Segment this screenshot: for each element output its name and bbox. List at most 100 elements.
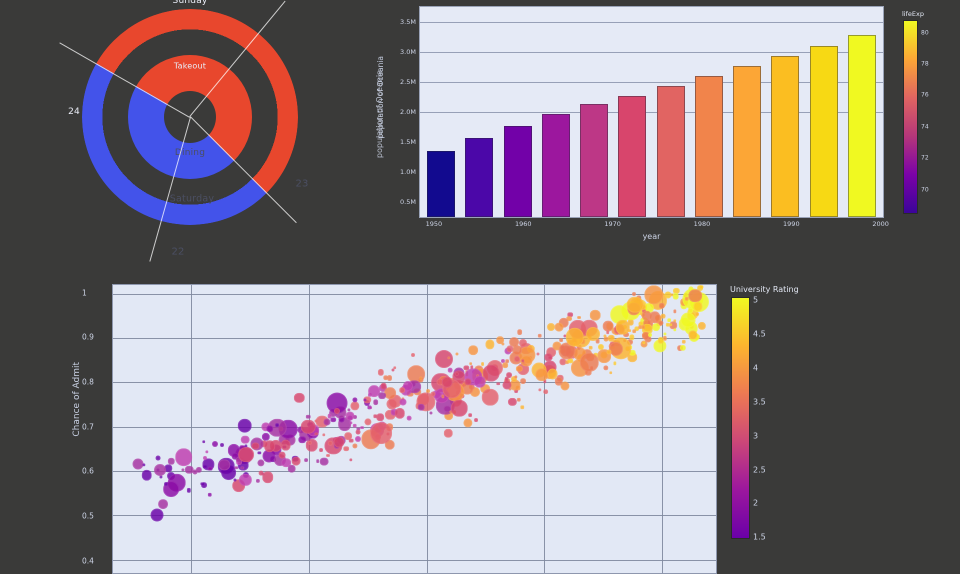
scatter-point [430,391,436,397]
scatter-point [673,309,677,314]
scatter-point [608,341,624,356]
scatter-point [474,418,478,423]
scatter-point [326,453,331,458]
scatter-point [237,418,253,433]
scatter-y-tick-label: 1 [82,288,87,298]
scatter-point [535,352,540,356]
scatter-point [333,407,340,414]
scatter-point [501,342,505,346]
scatter-point [187,488,192,493]
scatter-point [411,353,416,358]
scatter-y-tick-label: 0.7 [82,422,94,432]
scatter-point [663,331,667,336]
scatter-point [281,457,291,468]
scatter-point [237,446,254,463]
bar-y-tick-label: 1.0M [400,168,416,176]
scatter-point [648,311,661,323]
scatter-point [174,448,193,467]
scatter-point [547,368,559,380]
bar-y-tick-label: 0.5M [400,198,416,206]
scatter-point [609,371,613,375]
scatter-y-axis-label: Chance of Admit [72,362,82,437]
scatter-point [468,345,479,355]
scatter-point [399,386,406,393]
scatter-point [632,329,637,334]
scatter-point [333,436,345,448]
bar [694,76,723,217]
scatter-point [378,391,386,400]
scatter-point [628,334,635,340]
scatter-point [239,473,252,486]
scatter-y-tick-label: 0.6 [82,466,94,476]
scatter-point [447,356,451,360]
scatter-point [347,408,351,412]
university-rating-colorbar-title: University Rating [730,285,799,294]
scatter-point [454,372,459,377]
scatter-point [399,398,407,406]
scatter-y-tick-label: 0.5 [82,511,94,521]
bar [771,56,800,217]
scatter-point [158,498,169,509]
scatter-point [467,413,472,417]
scatter-point [377,369,384,376]
scatter-point [480,362,485,367]
lifeexp-colorbar-tick: 70 [921,186,929,194]
scatter-point [508,337,519,348]
scatter-y-tick-label: 0.9 [82,332,94,342]
bar [656,85,685,217]
scatter-point [631,292,636,297]
scatter-point [251,442,260,450]
scatter-point [502,362,508,369]
scatter-point [394,408,406,419]
scatter-plot-area [112,284,717,574]
scatter-point [195,466,202,474]
scatter-point [518,338,527,347]
scatter-point [565,327,584,347]
bar [733,65,762,217]
bar-plot-area: 3.5M 3.0M 2.5M 2.0M 1.5M 1.0M 0.5M 1950 1960 197… [400,6,889,228]
scatter-point [304,458,309,463]
sunburst-rings: Sunday Takeout Dining Saturday 14 24 23 … [0,0,403,330]
scatter-point [468,361,473,366]
scatter-point [657,337,664,344]
scatter-point [154,464,167,477]
scatter-point [585,326,600,341]
scatter-point [220,442,225,447]
scatter-point [314,419,318,423]
scatter-point [464,378,472,386]
bar-x-tick-label: 1970 [604,220,621,228]
scatter-point [463,418,473,428]
scatter-point [278,452,286,459]
scatter-point [577,346,581,351]
scatter-point [547,355,553,360]
scatter-point [402,380,413,391]
scatter-point [349,458,353,462]
scatter-point [521,361,525,365]
scatter-point [315,459,320,464]
scatter-point [506,345,514,353]
scatter-point [612,361,617,365]
scatter-point [203,456,208,461]
scatter-point [698,321,707,331]
university-rating-colorbar-tick: 5 [753,295,759,305]
university-rating-colorbar-tick: 3.5 [753,397,766,407]
scatter-point [441,376,453,388]
scatter-point [519,377,526,384]
scatter-point [516,397,521,402]
scatter-point [367,385,380,398]
scatter-point [382,375,389,381]
scatter-point [370,422,392,445]
scatter-point [275,422,279,427]
scatter-y-tick-label: 0.4 [82,556,94,566]
scatter-point [667,318,671,323]
scatter-point [681,339,686,345]
scatter-point [638,324,642,329]
scatter-point [577,315,582,320]
scatter-gridline [113,337,716,339]
university-rating-colorbar-tick: 2 [753,498,759,508]
lifeexp-colorbar-tick: 78 [921,60,929,68]
scatter-point [520,405,525,410]
scatter-point [695,312,700,317]
bar-x-tick-label: 1980 [693,220,711,228]
scatter-point [699,285,704,290]
